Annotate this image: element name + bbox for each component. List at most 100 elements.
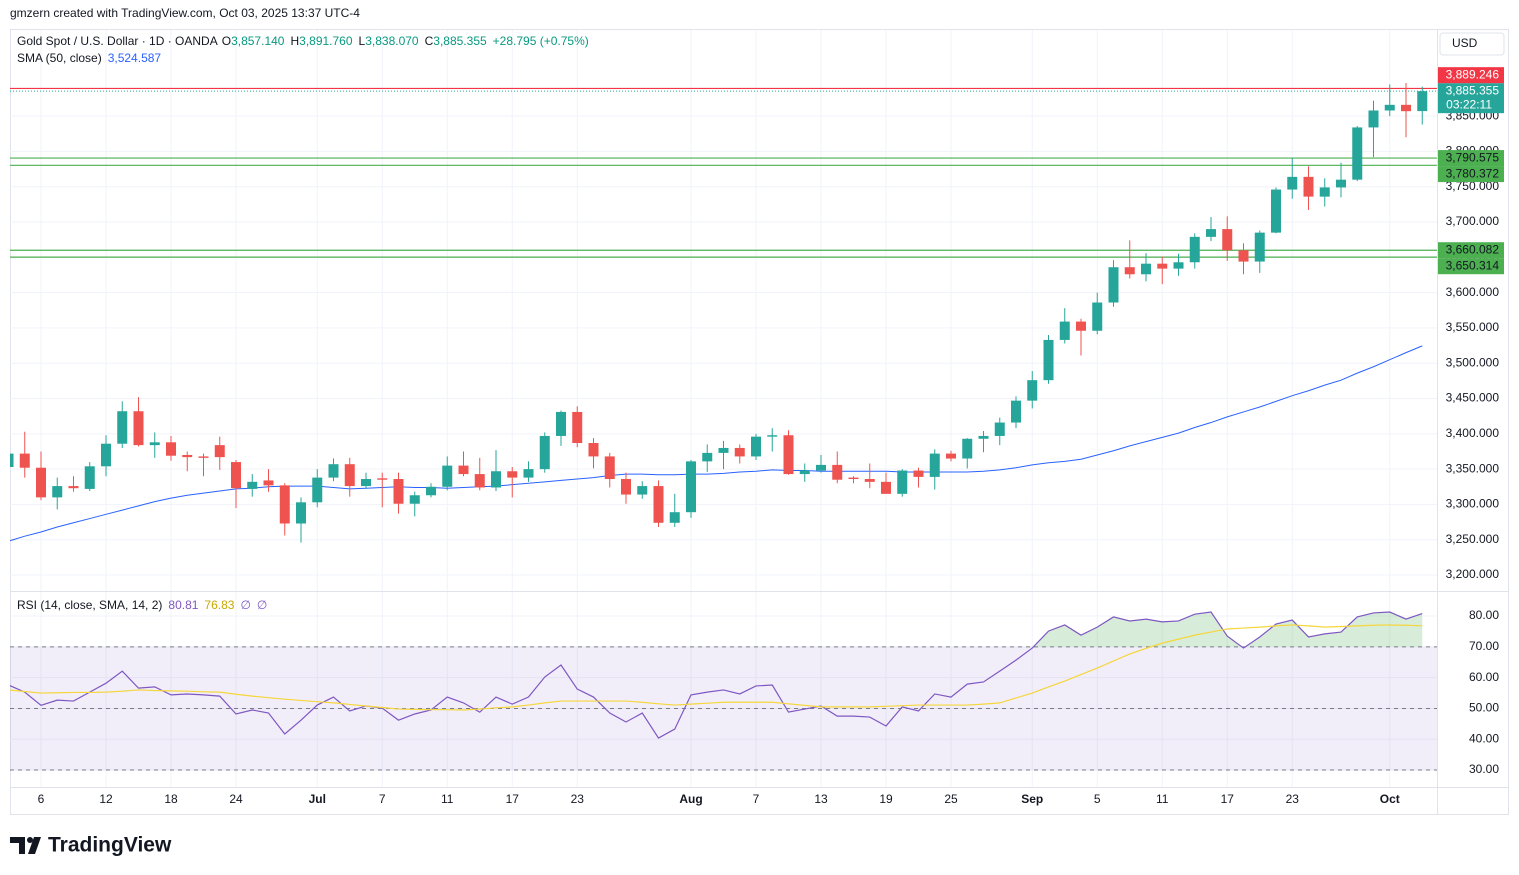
y-tick-label: 3,400.000 [1446, 426, 1500, 440]
candle-body [1222, 229, 1233, 251]
candle-body [1206, 229, 1216, 237]
chart-frame [10, 29, 1509, 815]
candle-body [1336, 179, 1346, 188]
level-label: 3,790.575 [1446, 150, 1500, 164]
candle-body [523, 469, 534, 478]
level-label: 3,660.082 [1446, 242, 1500, 256]
y-tick-label: 3,750.000 [1446, 179, 1500, 193]
candle-body [1027, 380, 1038, 401]
x-tick-label: 23 [1286, 792, 1300, 806]
candle-body [913, 470, 924, 477]
candle-body [588, 443, 599, 457]
candle-body [1189, 236, 1200, 263]
candle-body [832, 464, 843, 480]
candle-body [1352, 127, 1363, 180]
candle-body [133, 411, 144, 446]
y-tick-label: 3,500.000 [1446, 355, 1500, 369]
x-tick-label: Jul [309, 792, 326, 806]
candle-body [1157, 263, 1168, 269]
candle-body [734, 447, 745, 457]
symbol: Gold Spot / U.S. Dollar · 1D · OANDA [17, 34, 218, 48]
candle-body [409, 495, 420, 504]
brand-logo [10, 837, 41, 854]
ohlc-value: 3,885.355 [433, 34, 487, 48]
sma-name: SMA (50, close) [17, 51, 102, 65]
ohlc-key: O [222, 34, 231, 48]
rsi-value: 80.81 [168, 598, 198, 612]
candle-body [1271, 189, 1281, 233]
rsi-legend: RSI (14, close, SMA, 14, 2) 80.81 76.83 ∅ ∅ [17, 598, 267, 612]
ohlc-value: 3,838.070 [365, 34, 419, 48]
candle-body [881, 481, 891, 494]
candle-body [19, 453, 30, 468]
candle-body [491, 471, 501, 488]
candle-body [848, 477, 859, 480]
y-tick-label: 3,250.000 [1446, 532, 1500, 546]
candle-body [149, 442, 160, 446]
candle-body [458, 465, 469, 475]
currency[interactable]: USD [1452, 36, 1478, 50]
candle-body [702, 452, 713, 462]
candle-body [166, 442, 176, 456]
ohlc-value: 3,857.140 [231, 34, 285, 48]
level-label-box [1438, 166, 1504, 183]
rsi-line [10, 611, 1423, 739]
x-tick-label: 18 [164, 792, 178, 806]
candle-body [767, 435, 778, 437]
candle-body [718, 447, 729, 453]
candle-body [1287, 176, 1298, 190]
x-tick-label: 11 [1156, 792, 1169, 806]
candle-body [1254, 232, 1265, 262]
rsi-pane [10, 611, 1437, 771]
symbol-legend: Gold Spot / U.S. Dollar · 1D · OANDA O3,8… [17, 34, 589, 48]
candle-body [312, 477, 323, 503]
candle-body [328, 464, 339, 478]
candle-body [198, 456, 209, 458]
credit: gmzern created with TradingView.com, Oct… [10, 6, 360, 20]
candle-body [1043, 339, 1054, 381]
candle-body [231, 462, 241, 489]
axes: 6 12 18 24 Jul 7 11 17 23 Aug 7 13 19 25 Sep 5 11 17 23 Oct… [38, 67, 1504, 806]
candle-body [263, 480, 274, 486]
candle-body [1238, 250, 1249, 262]
placeholder: ∅ [257, 598, 267, 612]
level-label: 3,650.314 [1446, 258, 1500, 272]
x-tick-label: Sep [1021, 792, 1043, 806]
x-tick-label: Oct [1380, 792, 1400, 806]
candle-body [897, 470, 908, 494]
x-tick-label: 17 [1221, 792, 1235, 806]
candle-body [377, 478, 388, 480]
currency-box[interactable] [1439, 32, 1505, 56]
countdown: 03:22:11 [1446, 97, 1492, 111]
candle-body [182, 455, 193, 458]
x-tick-label: 11 [441, 792, 454, 806]
candle-body [393, 479, 404, 504]
rsi-name: RSI (14, close, SMA, 14, 2) [17, 598, 162, 612]
candle-body [604, 456, 615, 480]
candle-body [1401, 104, 1411, 112]
sma-line [10, 345, 1423, 542]
candle-body [1384, 104, 1395, 111]
candle-body [978, 435, 989, 439]
candle-body [783, 435, 794, 475]
y-tick-label: 3,550.000 [1446, 320, 1500, 334]
change: +28.795 (+0.75%) [493, 34, 589, 48]
candle-body [507, 471, 518, 478]
ohlc-key: C [425, 34, 434, 48]
x-tick-label: 7 [379, 792, 386, 806]
ohlc-key: L [359, 34, 366, 48]
y-tick-label: 60.00 [1469, 670, 1499, 684]
candle-body [962, 438, 973, 459]
candle-body [117, 411, 128, 444]
candle-body [1059, 321, 1070, 340]
x-tick-label: 25 [944, 792, 958, 806]
y-tick-label: 3,200.000 [1446, 567, 1500, 581]
candle-body [101, 443, 111, 467]
y-tick-label: 50.00 [1469, 701, 1499, 715]
candle-body [84, 466, 95, 489]
level-label-box [1438, 67, 1504, 84]
candle-body [1319, 187, 1330, 197]
y-tick-label: 3,700.000 [1446, 214, 1500, 228]
candle-body [1108, 267, 1119, 303]
